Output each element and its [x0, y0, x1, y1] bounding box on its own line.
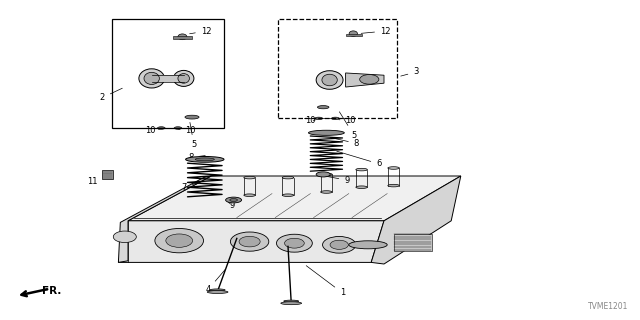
Circle shape: [230, 232, 269, 251]
Ellipse shape: [226, 197, 242, 203]
Ellipse shape: [388, 167, 399, 169]
Ellipse shape: [139, 69, 164, 88]
Circle shape: [360, 75, 379, 84]
Ellipse shape: [282, 176, 294, 179]
Text: 4: 4: [205, 269, 225, 294]
Circle shape: [113, 231, 136, 243]
Text: 3: 3: [401, 68, 419, 76]
Ellipse shape: [315, 117, 323, 120]
Ellipse shape: [144, 72, 159, 84]
Ellipse shape: [173, 70, 194, 86]
Bar: [152, 75, 184, 82]
Ellipse shape: [244, 176, 255, 179]
Text: 10: 10: [339, 116, 356, 125]
Ellipse shape: [178, 74, 189, 83]
Ellipse shape: [186, 156, 224, 162]
Ellipse shape: [321, 173, 332, 176]
Text: 10: 10: [145, 126, 160, 135]
Polygon shape: [346, 73, 384, 87]
Text: 2: 2: [100, 88, 122, 102]
Text: 9: 9: [228, 201, 234, 210]
Ellipse shape: [178, 34, 187, 40]
Circle shape: [276, 234, 312, 252]
Ellipse shape: [356, 186, 367, 188]
Ellipse shape: [210, 289, 225, 291]
Circle shape: [239, 236, 260, 247]
Ellipse shape: [316, 172, 330, 177]
Polygon shape: [128, 176, 461, 221]
Ellipse shape: [388, 184, 399, 187]
Text: 5: 5: [339, 112, 356, 140]
Bar: [112, 19, 224, 128]
Text: 1: 1: [306, 266, 345, 297]
Polygon shape: [118, 221, 384, 262]
Ellipse shape: [244, 194, 255, 196]
Ellipse shape: [157, 127, 165, 129]
Circle shape: [330, 240, 348, 249]
Ellipse shape: [284, 300, 299, 302]
Text: 7: 7: [182, 183, 197, 192]
Ellipse shape: [356, 168, 367, 171]
Ellipse shape: [322, 74, 337, 86]
Ellipse shape: [207, 291, 228, 293]
Ellipse shape: [321, 191, 332, 193]
Text: 12: 12: [361, 27, 390, 36]
Circle shape: [166, 234, 193, 247]
Text: 10: 10: [305, 116, 316, 125]
Polygon shape: [118, 176, 211, 262]
Text: TVME1201: TVME1201: [588, 302, 628, 311]
Text: 12: 12: [189, 27, 211, 36]
Ellipse shape: [316, 71, 343, 89]
Circle shape: [285, 238, 304, 248]
Bar: [394, 234, 432, 251]
Ellipse shape: [349, 241, 387, 249]
Bar: [346, 34, 362, 36]
Text: FR.: FR.: [42, 286, 61, 296]
Ellipse shape: [349, 31, 358, 36]
Text: 11: 11: [88, 177, 104, 186]
Circle shape: [323, 236, 356, 253]
Ellipse shape: [195, 158, 214, 161]
Ellipse shape: [317, 106, 329, 109]
Ellipse shape: [185, 115, 199, 119]
Text: 6: 6: [337, 151, 381, 168]
Ellipse shape: [230, 198, 237, 202]
Bar: [102, 170, 113, 179]
Bar: [278, 19, 397, 118]
Ellipse shape: [174, 127, 182, 129]
Ellipse shape: [282, 194, 294, 196]
Text: 8: 8: [188, 153, 205, 162]
Text: 10: 10: [178, 126, 196, 135]
Circle shape: [155, 228, 204, 253]
Bar: [173, 36, 192, 39]
Text: 9: 9: [324, 176, 349, 185]
Text: 5: 5: [190, 123, 196, 149]
Ellipse shape: [281, 302, 301, 305]
Text: 8: 8: [330, 138, 359, 148]
Ellipse shape: [308, 130, 344, 135]
Ellipse shape: [332, 117, 339, 120]
Polygon shape: [371, 176, 461, 264]
